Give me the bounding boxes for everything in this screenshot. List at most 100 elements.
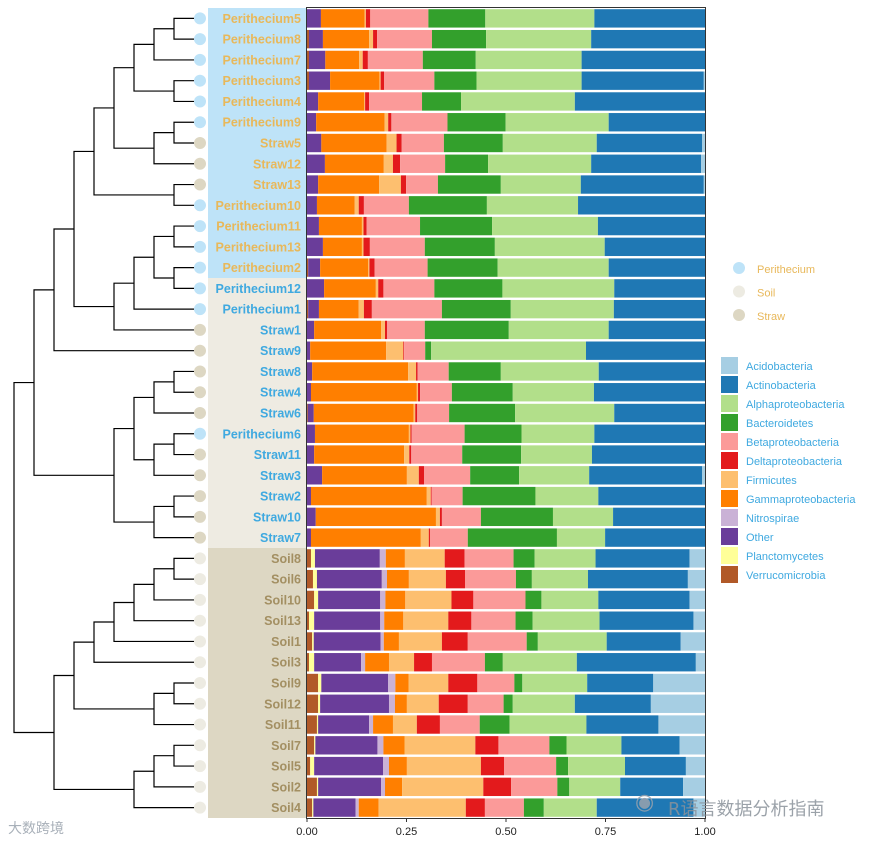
bar-segment-Deltaproteobacteria: [451, 590, 474, 610]
dendrogram-branch: [113, 601, 194, 643]
bar-segment-Bacteroidetes: [462, 445, 522, 464]
bar-segment-Betaproteobacteria: [400, 154, 446, 173]
bar-segment-Bacteroidetes: [484, 653, 503, 672]
bar-segment-Gammaproteobacteria: [316, 113, 385, 132]
bar-segment-Firmicutes: [404, 445, 410, 464]
bar-segment-Alphaproteobacteria: [535, 486, 599, 506]
bar-row-Perithecium5: [307, 9, 705, 28]
bar-segment-Deltaproteobacteria: [388, 113, 392, 132]
bar-segment-Betaproteobacteria: [367, 50, 423, 70]
sample-label: Perithecium12: [216, 282, 302, 296]
bar-segment-Betaproteobacteria: [439, 715, 480, 734]
bar-segment-Deltaproteobacteria: [373, 29, 378, 49]
bar-segment-Firmicutes: [408, 673, 449, 693]
group-legend-label: Perithecium: [757, 264, 815, 276]
bar-segment-Planctomycetes: [310, 549, 315, 568]
bar-segment-Other: [307, 486, 311, 506]
bar-segment-Gammaproteobacteria: [386, 569, 409, 589]
bar-segment-Other: [308, 71, 331, 90]
bar-segment-Verrucomicrobia: [307, 736, 315, 755]
bar-segment-Gammaproteobacteria: [322, 29, 370, 49]
bar-segment-Gammaproteobacteria: [324, 279, 376, 298]
bar-segment-Other: [320, 694, 389, 713]
bar-segment-Deltaproteobacteria: [380, 71, 385, 90]
bar-segment-Other: [316, 569, 382, 589]
bar-segment-Other: [318, 715, 370, 734]
bar-segment-Actinobacteria: [580, 175, 704, 194]
bar-segment-Deltaproteobacteria: [430, 486, 432, 506]
bar-row-Perithecium12: [307, 279, 705, 298]
group-dot-Soil: [194, 635, 206, 648]
label-band: [208, 548, 306, 818]
label-band: [208, 8, 306, 278]
bar-segment-Bacteroidetes: [424, 237, 495, 257]
bar-segment-Firmicutes: [388, 653, 415, 672]
group-dot-Perithecium: [194, 220, 206, 233]
bar-segment-Actinobacteria: [596, 798, 694, 817]
bar-row-Straw4: [307, 383, 705, 402]
bar-segment-Alphaproteobacteria: [541, 590, 599, 610]
sample-label: Soil8: [271, 552, 301, 566]
taxa-legend-label: Alphaproteobacteria: [746, 399, 845, 411]
bar-segment-Gammaproteobacteria: [316, 196, 355, 215]
sample-label: Soil13: [264, 614, 301, 628]
bar-segment-Deltaproteobacteria: [400, 175, 407, 194]
bar-row-Soil12: [307, 694, 705, 713]
sample-label: Straw12: [253, 157, 301, 171]
group-dot-Perithecium: [194, 261, 206, 274]
bar-segment-Gammaproteobacteria: [383, 736, 405, 755]
bar-row-Perithecium8: [307, 29, 705, 49]
bar-segment-Betaproteobacteria: [441, 507, 481, 527]
bar-segment-Firmicutes: [404, 736, 476, 755]
bar-segment-Gammaproteobacteria: [315, 507, 436, 527]
taxa-legend-swatch-Betaproteobacteria: [721, 433, 738, 450]
dendrogram-branch: [53, 228, 194, 352]
sample-label: Perithecium2: [222, 261, 301, 275]
bar-segment-Deltaproteobacteria: [480, 756, 505, 776]
bar-segment-Alphaproteobacteria: [512, 694, 575, 713]
bar-segment-Betaproteobacteria: [391, 113, 448, 132]
bar-segment-Actinobacteria: [585, 341, 705, 360]
bar-segment-Gammaproteobacteria: [330, 71, 380, 90]
group-dot-Perithecium: [194, 282, 206, 295]
bar-segment-Betaproteobacteria: [411, 445, 463, 464]
bar-segment-Firmicutes: [406, 756, 481, 776]
group-dot-Straw: [194, 469, 206, 482]
dendrogram-branch: [133, 583, 194, 622]
bar-segment-Deltaproteobacteria: [358, 196, 364, 215]
dendrogram-branch: [53, 674, 134, 791]
bar-segment-Alphaproteobacteria: [461, 92, 575, 111]
bars: [307, 9, 705, 817]
bar-segment-Acidobacteria: [701, 154, 705, 173]
bar-segment-Deltaproteobacteria: [418, 383, 421, 402]
bar-row-Soil7: [307, 736, 705, 755]
dendrogram: [13, 17, 194, 809]
dendrogram-branch: [173, 682, 194, 705]
bar-row-Straw12: [307, 154, 705, 173]
sample-label: Perithecium5: [222, 12, 301, 26]
bar-segment-Bacteroidetes: [470, 466, 520, 485]
bar-segment-Other: [318, 777, 382, 797]
dendrogram-branch: [13, 381, 54, 734]
bar-segment-Bacteroidetes: [428, 9, 486, 28]
bar-segment-Firmicutes: [406, 694, 439, 713]
bar-segment-Firmicutes: [359, 50, 363, 70]
group-legend-dot-Soil: [733, 285, 745, 298]
bar-segment-Alphaproteobacteria: [505, 113, 609, 132]
bar-segment-Nitrospirae: [381, 777, 386, 797]
bar-segment-Planctomycetes: [310, 756, 315, 776]
bar-segment-Gammaproteobacteria: [385, 549, 405, 568]
bar-segment-Firmicutes: [408, 424, 411, 443]
bar-segment-Firmicutes: [426, 486, 431, 506]
bar-segment-Acidobacteria: [703, 175, 705, 194]
bar-segment-Verrucomicrobia: [307, 403, 308, 423]
group-dot-Soil: [194, 760, 206, 773]
bar-segment-Actinobacteria: [621, 736, 680, 755]
bar-segment-Deltaproteobacteria: [385, 320, 387, 340]
bar-row-Straw9: [307, 341, 705, 360]
bar-segment-Alphaproteobacteria: [512, 383, 594, 402]
bar-segment-Bacteroidetes: [515, 569, 532, 589]
bar-segment-Deltaproteobacteria: [362, 50, 368, 70]
bar-segment-Other: [307, 341, 311, 360]
sample-label: Soil12: [264, 697, 301, 711]
